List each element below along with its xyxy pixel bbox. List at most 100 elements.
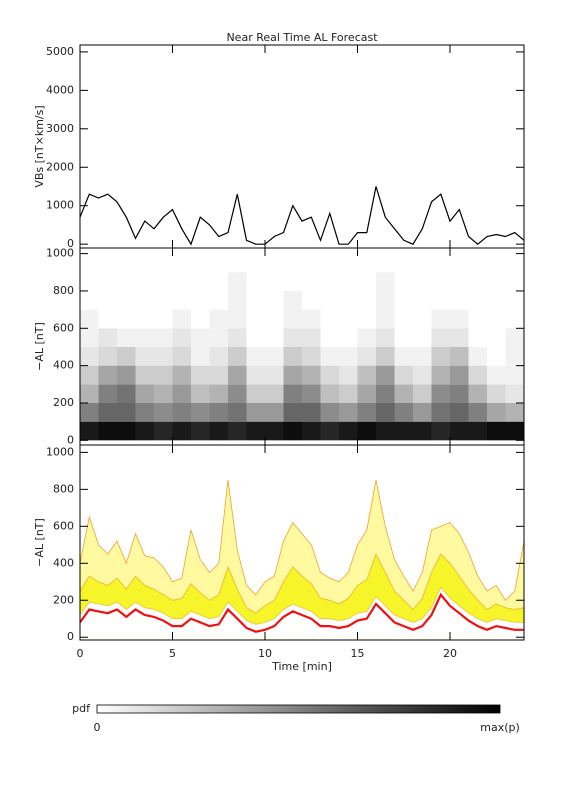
heatmap-cell bbox=[98, 290, 117, 310]
heatmap-cell bbox=[80, 328, 99, 347]
y-tick-label: 800 bbox=[53, 482, 74, 495]
heatmap-cell bbox=[487, 309, 506, 329]
heatmap-cell bbox=[376, 309, 395, 329]
heatmap-cell bbox=[431, 272, 450, 291]
heatmap-cell bbox=[246, 346, 265, 366]
heatmap-cell bbox=[154, 272, 173, 291]
heatmap-cell bbox=[450, 365, 469, 385]
y-axis-label: −AL [nT] bbox=[33, 518, 46, 567]
heatmap-cell bbox=[413, 346, 432, 366]
heatmap-cell bbox=[265, 272, 284, 291]
heatmap-cell bbox=[302, 365, 321, 385]
heatmap-cell bbox=[117, 309, 136, 329]
y-tick-label: 600 bbox=[53, 519, 74, 532]
heatmap-cell bbox=[191, 290, 210, 310]
x-tick-label: 5 bbox=[169, 647, 176, 660]
heatmap-cell bbox=[413, 384, 432, 403]
heatmap-cell bbox=[265, 309, 284, 329]
heatmap-cell bbox=[376, 328, 395, 347]
heatmap-cell bbox=[413, 421, 432, 441]
heatmap-cell bbox=[394, 328, 413, 347]
heatmap-cell bbox=[302, 309, 321, 329]
heatmap-cell bbox=[468, 328, 487, 347]
band-edge bbox=[80, 586, 524, 625]
heatmap-cell bbox=[487, 365, 506, 385]
band-area bbox=[80, 587, 524, 638]
heatmap-cell bbox=[265, 346, 284, 366]
heatmap-cell bbox=[117, 346, 136, 366]
heatmap-cell bbox=[283, 272, 302, 291]
heatmap-cell bbox=[320, 384, 339, 403]
y-tick-label: 1000 bbox=[46, 445, 74, 458]
heatmap-cell bbox=[302, 328, 321, 347]
heatmap-cell bbox=[394, 309, 413, 329]
heatmap-cell bbox=[302, 290, 321, 310]
heatmap-cell bbox=[98, 365, 117, 385]
heatmap-cell bbox=[487, 290, 506, 310]
heatmap-cell bbox=[135, 421, 154, 441]
heatmap-cell bbox=[191, 365, 210, 385]
heatmap-cell bbox=[487, 384, 506, 403]
heatmap-cell bbox=[228, 402, 247, 422]
heatmap-cell bbox=[80, 365, 99, 385]
heatmap-cell bbox=[209, 290, 228, 310]
heatmap-cell bbox=[154, 365, 173, 385]
heatmap-cell bbox=[357, 384, 376, 403]
heatmap-cell bbox=[302, 421, 321, 441]
y-axis-label: VBs [nT×km/s] bbox=[33, 105, 46, 187]
heatmap-cell bbox=[283, 328, 302, 347]
heatmap-cell bbox=[209, 384, 228, 403]
heatmap-cell bbox=[394, 346, 413, 366]
heatmap-cell bbox=[117, 272, 136, 291]
heatmap-cell bbox=[283, 421, 302, 441]
heatmap-cell bbox=[246, 421, 265, 441]
forecast-line bbox=[80, 592, 524, 633]
heatmap-cell bbox=[135, 402, 154, 422]
heatmap-cell bbox=[505, 328, 524, 347]
heatmap-cell bbox=[228, 272, 247, 291]
x-tick-label: 0 bbox=[77, 647, 84, 660]
plot-area bbox=[80, 186, 524, 246]
heatmap-cell bbox=[431, 328, 450, 347]
x-tick-label: 10 bbox=[258, 647, 272, 660]
heatmap-cell bbox=[172, 365, 191, 385]
heatmap-cell bbox=[357, 346, 376, 366]
y-tick-label: 400 bbox=[53, 359, 74, 372]
heatmap-cell bbox=[209, 402, 228, 422]
heatmap-cell bbox=[246, 328, 265, 347]
heatmap-cell bbox=[154, 328, 173, 347]
heatmap-cell bbox=[505, 346, 524, 366]
heatmap-cell bbox=[80, 272, 99, 291]
heatmap-cell bbox=[413, 402, 432, 422]
heatmap-cell bbox=[505, 290, 524, 310]
heatmap-cell bbox=[172, 328, 191, 347]
heatmap-cell bbox=[98, 421, 117, 441]
heatmap-cell bbox=[154, 290, 173, 310]
y-tick-label: 200 bbox=[53, 593, 74, 606]
heatmap-cell bbox=[357, 365, 376, 385]
heatmap-cell bbox=[413, 272, 432, 291]
heatmap-cell bbox=[265, 384, 284, 403]
heatmap-cell bbox=[450, 290, 469, 310]
heatmap-cell bbox=[487, 328, 506, 347]
heatmap-cell bbox=[413, 365, 432, 385]
heatmap-cell bbox=[172, 272, 191, 291]
heatmap-cell bbox=[376, 346, 395, 366]
heatmap-cell bbox=[302, 346, 321, 366]
heatmap-cell bbox=[80, 309, 99, 329]
heatmap-cell bbox=[376, 365, 395, 385]
heatmap-cell bbox=[98, 346, 117, 366]
heatmap-cell bbox=[320, 309, 339, 329]
heatmap-cell bbox=[431, 402, 450, 422]
heatmap-cell bbox=[265, 290, 284, 310]
heatmap-cell bbox=[431, 365, 450, 385]
heatmap-cell bbox=[172, 346, 191, 366]
heatmap-cell bbox=[265, 421, 284, 441]
heatmap-cell bbox=[209, 309, 228, 329]
y-tick-label: 400 bbox=[53, 556, 74, 569]
heatmap-cell bbox=[413, 290, 432, 310]
heatmap-cell bbox=[431, 421, 450, 441]
heatmap-cell bbox=[191, 272, 210, 291]
heatmap-cell bbox=[450, 402, 469, 422]
